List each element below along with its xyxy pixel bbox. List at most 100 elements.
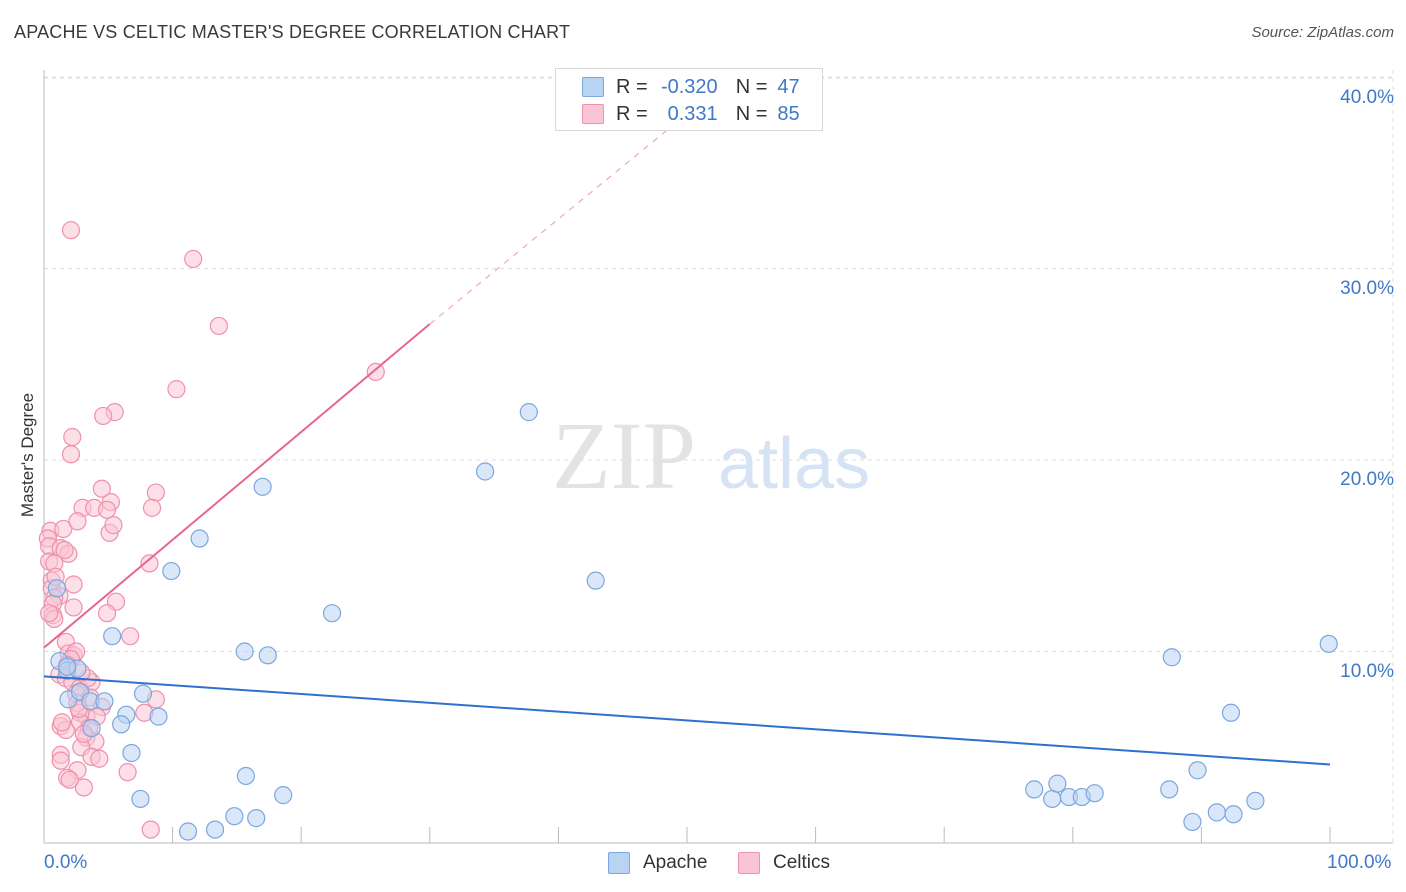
celtics-point [74, 778, 93, 797]
apache-point [1221, 703, 1241, 722]
apache-n-value: 47 [777, 75, 800, 98]
apache-point [247, 809, 266, 828]
celtics-point [63, 427, 82, 447]
apache-point [258, 646, 277, 665]
celtics-trend-extension [429, 118, 681, 325]
apache-point [95, 692, 114, 711]
series-legend: Apache Celtics [0, 852, 1406, 878]
celtics-point [366, 362, 385, 382]
apache-point [1319, 634, 1338, 653]
celtics-point [54, 519, 73, 539]
apache-point [225, 807, 244, 826]
apache-point [1183, 812, 1202, 832]
celtics-point [94, 406, 113, 426]
celtics-point [121, 627, 140, 646]
apache-point [274, 786, 293, 805]
celtics-point [40, 604, 59, 623]
apache-r-value: -0.320 [660, 75, 718, 98]
celtics-trend-line [43, 323, 431, 649]
apache-point [122, 743, 141, 763]
celtics-point [61, 221, 81, 240]
apache-point [1224, 805, 1243, 824]
apache-point [133, 684, 153, 703]
apache-point [1162, 648, 1181, 667]
legend-row-apache: R = -0.320 N = 47 [556, 73, 800, 101]
apache-point [131, 789, 150, 809]
celtics-series [38, 221, 385, 839]
apache-point [103, 627, 122, 646]
celtics-point [104, 516, 123, 535]
celtics-legend-label: Celtics [773, 852, 831, 873]
apache-point [235, 642, 254, 661]
apache-point [475, 462, 495, 481]
celtics-point [64, 575, 83, 594]
apache-point [58, 657, 77, 676]
apache-point [112, 715, 131, 734]
axes [43, 70, 1393, 844]
apache-point [178, 822, 198, 841]
apache-point [253, 477, 272, 496]
apache-point [162, 561, 181, 581]
apache-point [322, 604, 342, 623]
celtics-point [92, 479, 111, 498]
y-tick-10: 10.0% [1340, 661, 1394, 682]
celtics-r-value: 0.331 [667, 102, 718, 125]
legend-item-celtics[interactable]: Celtics [738, 852, 830, 874]
apache-r-label: R = [616, 75, 648, 98]
celtics-point [68, 512, 87, 531]
celtics-swatch [582, 104, 604, 124]
celtics-point [90, 749, 109, 768]
y-tick-30: 30.0% [1340, 278, 1394, 299]
source-label: Source: ZipAtlas.com [1251, 24, 1394, 41]
apache-point [205, 820, 225, 839]
trend-lines [43, 118, 1331, 766]
celtics-point [141, 820, 160, 839]
celtics-n-label: N = [735, 102, 768, 125]
y-tick-20: 20.0% [1340, 469, 1394, 490]
apache-point [586, 571, 605, 590]
apache-point [82, 718, 101, 738]
celtics-point [167, 380, 186, 399]
apache-swatch [582, 77, 604, 97]
apache-point [47, 579, 66, 598]
apache-point [236, 766, 256, 786]
apache-point [1048, 774, 1067, 793]
apache-legend-swatch [608, 852, 630, 874]
celtics-point [55, 540, 74, 560]
celtics-point [64, 598, 83, 617]
watermark-atlas: atlas [718, 424, 870, 504]
y-axis-label: Master's Degree [18, 392, 37, 518]
celtics-point [51, 751, 70, 770]
celtics-point [97, 604, 117, 623]
correlation-legend: R = -0.320 N = 47 R = 0.331 N = 85 [555, 68, 823, 131]
celtics-point [140, 554, 159, 573]
celtics-point [146, 483, 165, 502]
x-tick-min: 0.0% [44, 852, 88, 873]
apache-point [190, 529, 209, 548]
apache-legend-label: Apache [643, 852, 708, 873]
celtics-legend-swatch [738, 852, 760, 874]
celtics-point [142, 498, 162, 517]
celtics-r-label: R = [616, 102, 648, 125]
celtics-point [97, 500, 117, 519]
apache-point [1025, 780, 1044, 799]
apache-n-label: N = [735, 75, 768, 98]
y-tick-40: 40.0% [1340, 87, 1394, 108]
legend-row-celtics: R = 0.331 N = 85 [556, 100, 800, 128]
celtics-point [52, 713, 72, 732]
celtics-point [209, 316, 228, 336]
celtics-point [60, 770, 79, 789]
x-tick-max: 100.0% [1327, 852, 1392, 873]
apache-trend-line [43, 675, 1331, 766]
legend-item-apache[interactable]: Apache [608, 852, 707, 874]
celtics-n-value: 85 [777, 102, 800, 125]
apache-point [519, 403, 538, 422]
celtics-point [61, 445, 81, 464]
celtics-point [184, 249, 203, 269]
chart-title: APACHE VS CELTIC MASTER'S DEGREE CORRELA… [14, 22, 571, 42]
apache-point [149, 707, 168, 726]
apache-point [1188, 761, 1207, 780]
apache-series [47, 403, 1338, 841]
apache-point [1246, 791, 1265, 810]
